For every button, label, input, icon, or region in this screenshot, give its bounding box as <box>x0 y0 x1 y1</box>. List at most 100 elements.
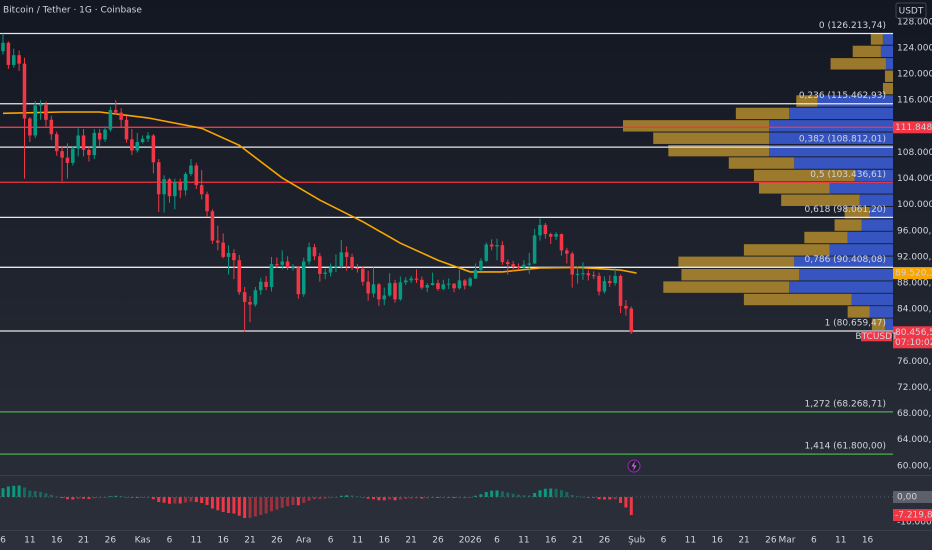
candle-body <box>586 273 591 276</box>
histogram-bar <box>98 497 102 498</box>
histogram-bar <box>355 496 359 498</box>
x-tick-label: 21 <box>738 536 749 546</box>
candle-body <box>76 135 80 149</box>
candle-body <box>210 211 215 241</box>
price-label: 89.520,37 <box>895 269 932 279</box>
profile-down <box>854 169 893 182</box>
y-tick-label: 104.000,00 <box>897 174 932 184</box>
histogram-bar <box>414 497 418 499</box>
histogram-bar <box>420 497 424 499</box>
profile-down <box>869 206 893 219</box>
y-tick-label: 128.000,00 <box>897 17 932 27</box>
profile-up <box>759 182 830 194</box>
candle-body <box>318 256 322 274</box>
price-label-box <box>893 326 932 349</box>
candle-body <box>436 283 440 289</box>
candle-body <box>167 179 172 197</box>
x-tick-label: 26 <box>432 536 444 546</box>
alert-icon[interactable] <box>627 459 641 473</box>
candle-body <box>403 280 408 283</box>
candle-body <box>17 55 21 64</box>
profile-down <box>794 157 893 169</box>
y-tick-label: 108.000,00 <box>897 148 932 158</box>
axes: 60.000,00 64.000,00 68.000,00 72.000,00 76.0… <box>0 17 932 546</box>
profile-down <box>859 194 893 206</box>
candle-body <box>591 275 596 277</box>
candle-body <box>65 157 70 163</box>
profile-up <box>653 132 770 144</box>
histogram-bar <box>151 497 155 500</box>
histogram-bar <box>87 497 91 499</box>
candle-body <box>570 253 574 275</box>
candle-body <box>280 261 285 265</box>
x-tick-label: 6 <box>661 536 667 546</box>
candle-body <box>409 278 413 281</box>
candle-body <box>173 182 177 197</box>
profile-down <box>885 58 893 70</box>
y-tick-label: 100.000,00 <box>897 200 932 210</box>
candle-body <box>221 242 225 257</box>
profile-up <box>781 194 860 206</box>
histogram-bar <box>259 497 263 515</box>
candle-body <box>114 110 118 113</box>
histogram-bar <box>506 492 510 497</box>
candle-body <box>334 266 338 268</box>
histogram-bar <box>119 496 123 497</box>
histogram-bar <box>76 497 80 499</box>
candle-body <box>344 252 349 257</box>
x-tick-label: 11 <box>352 536 363 546</box>
y-tick-label: 116.000,00 <box>897 96 932 106</box>
zero-label-box <box>893 491 932 503</box>
candle-body <box>366 281 370 294</box>
candle-body <box>414 278 419 280</box>
profile-up <box>678 256 795 269</box>
candle-body <box>97 132 102 140</box>
histogram-bar <box>592 497 596 498</box>
candle-body <box>548 234 553 237</box>
histogram-bar <box>613 497 617 500</box>
candle-body <box>425 285 429 288</box>
currency-label: USDT <box>899 7 924 17</box>
candle-body <box>242 292 247 302</box>
price-pane: 0 (126.213,74) 0,236 (115.462,93) 0,382 (1… <box>0 21 893 455</box>
histogram-bar <box>565 492 569 497</box>
histogram-bar <box>178 497 182 504</box>
histogram-bar <box>570 495 574 497</box>
candle-body <box>575 273 580 275</box>
x-tick-label: 21 <box>572 536 583 546</box>
histogram-bar <box>602 497 606 500</box>
histogram-bar <box>404 497 408 499</box>
histogram-bar <box>538 490 542 497</box>
histogram-bar <box>275 497 279 510</box>
x-tick-label: 6 <box>167 536 173 546</box>
candle-body <box>130 139 134 151</box>
candle-body <box>44 104 48 120</box>
candle-body <box>237 260 242 293</box>
histogram-bar <box>441 497 445 498</box>
profile-down <box>769 144 893 157</box>
fib-label: 0,5 (103.436,61) <box>810 170 886 180</box>
candle-body <box>199 185 204 195</box>
histogram-bar <box>60 497 64 498</box>
profile-up <box>663 281 790 293</box>
x-tick-label: 26 <box>105 536 117 546</box>
histogram-bar <box>474 495 478 497</box>
x-tick-label: 11 <box>685 536 696 546</box>
histogram-bar <box>253 497 257 517</box>
chart-title: Bitcoin / Tether · 1G · Coinbase <box>3 6 142 16</box>
profile-down <box>799 269 893 281</box>
histogram-bar <box>243 497 247 518</box>
fib-label: 0,786 (90.408,08) <box>805 255 886 265</box>
histogram-bar <box>388 497 392 500</box>
y-tick-label: 120.000,00 <box>897 70 932 80</box>
price-label-box <box>893 267 932 280</box>
profile-down <box>789 281 893 293</box>
candle-body <box>377 284 381 300</box>
histogram-bar <box>184 497 188 503</box>
candle-body <box>216 240 220 243</box>
fib-label: 1,272 (68.268,71) <box>805 399 886 409</box>
candle-body <box>543 224 548 235</box>
histogram-bar <box>398 497 402 500</box>
profile-down <box>769 120 893 132</box>
candle-body <box>146 135 150 139</box>
